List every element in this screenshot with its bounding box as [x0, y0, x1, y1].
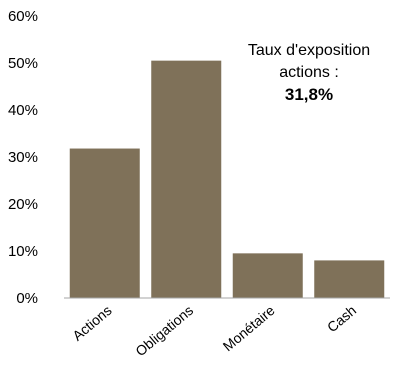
y-tick-label: 10%	[8, 243, 38, 260]
x-tick-label: Actions	[69, 302, 114, 344]
x-tick-label: Cash	[324, 302, 359, 335]
annotation-line-1: Taux d'exposition	[247, 42, 371, 59]
y-axis-ticks: 0% 10% 20% 30% 40% 50% 60%	[8, 8, 38, 307]
bar-cash	[314, 260, 385, 298]
bar-obligations	[151, 60, 222, 299]
x-tick-label: Obligations	[132, 302, 196, 359]
bars	[69, 60, 385, 299]
x-tick-label: Monétaire	[220, 302, 278, 354]
y-tick-label: 30%	[8, 149, 38, 166]
bar-actions	[69, 148, 140, 298]
y-tick-label: 0%	[16, 290, 38, 307]
annotation-line-2: actions :	[279, 64, 339, 81]
y-tick-label: 20%	[8, 196, 38, 213]
y-tick-label: 60%	[8, 8, 38, 25]
bar-monétaire	[232, 253, 303, 298]
y-tick-label: 50%	[8, 55, 38, 72]
exposure-annotation: Taux d'exposition actions : 31,8%	[244, 40, 374, 106]
y-tick-label: 40%	[8, 102, 38, 119]
x-axis-labels: Actions Obligations Monétaire Cash	[69, 302, 359, 359]
annotation-value: 31,8%	[284, 85, 334, 104]
